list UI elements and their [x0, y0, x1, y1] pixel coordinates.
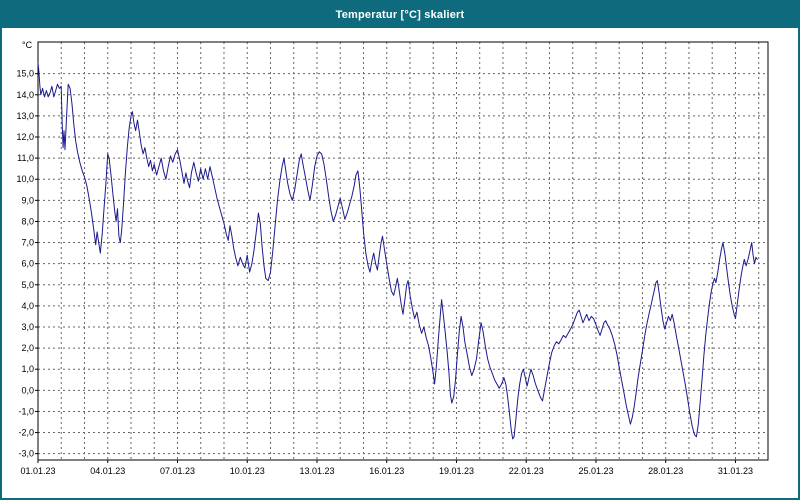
chart-area: 15,0 14,0 13,0 12,0 11,0 10,0 9,0 8,0 7,0 6,0 5,0 4… [2, 28, 798, 498]
x-axis-labels: 01.01.23 04.01.23 07.01.23 10.01.23 13.01.23… [20, 460, 753, 476]
y-axis-unit-label: °C [22, 40, 33, 50]
y-tick-label: -1,0 [18, 406, 34, 416]
x-tick-label: 25.01.23 [578, 466, 613, 476]
x-tick-label: 01.01.23 [20, 466, 55, 476]
y-tick-label: 0,0 [21, 385, 34, 395]
y-tick-label: 6,0 [21, 259, 34, 269]
window-title: Temperatur [°C] skaliert [335, 9, 465, 21]
y-tick-label: 10,0 [16, 174, 34, 184]
y-tick-label: 14,0 [16, 90, 34, 100]
y-tick-label: 5,0 [21, 280, 34, 290]
y-tick-label: 13,0 [16, 111, 34, 121]
x-tick-label: 16.01.23 [369, 466, 404, 476]
temperature-series-line [37, 62, 758, 440]
y-tick-label: 15,0 [16, 69, 34, 79]
x-tick-label: 13.01.23 [299, 466, 334, 476]
y-tick-label: 2,0 [21, 343, 34, 353]
x-tick-label: 04.01.23 [90, 466, 125, 476]
y-tick-label: 1,0 [21, 364, 34, 374]
plot-border [37, 41, 769, 461]
y-tick-label: 4,0 [21, 301, 34, 311]
title-bar: Temperatur [°C] skaliert [2, 2, 798, 28]
grid-lines [38, 42, 768, 460]
x-tick-label: 10.01.23 [230, 466, 265, 476]
y-tick-label: 3,0 [21, 322, 34, 332]
y-tick-label: 7,0 [21, 238, 34, 248]
x-tick-label: 31.01.23 [718, 466, 753, 476]
temperature-line-chart: 15,0 14,0 13,0 12,0 11,0 10,0 9,0 8,0 7,0 6,0 5,0 4… [16, 40, 769, 476]
y-tick-label: 12,0 [16, 132, 34, 142]
y-axis-labels: 15,0 14,0 13,0 12,0 11,0 10,0 9,0 8,0 7,0 6,0 5,0 4… [16, 69, 38, 459]
x-tick-label: 19.01.23 [439, 466, 474, 476]
x-tick-label: 22.01.23 [509, 466, 544, 476]
y-tick-label: -3,0 [18, 449, 34, 459]
y-tick-label: 11,0 [17, 153, 34, 163]
y-tick-label: 8,0 [21, 216, 34, 226]
y-tick-label: -2,0 [18, 428, 34, 438]
y-tick-label: 9,0 [21, 195, 34, 205]
x-tick-label: 28.01.23 [648, 466, 683, 476]
x-tick-label: 07.01.23 [160, 466, 195, 476]
